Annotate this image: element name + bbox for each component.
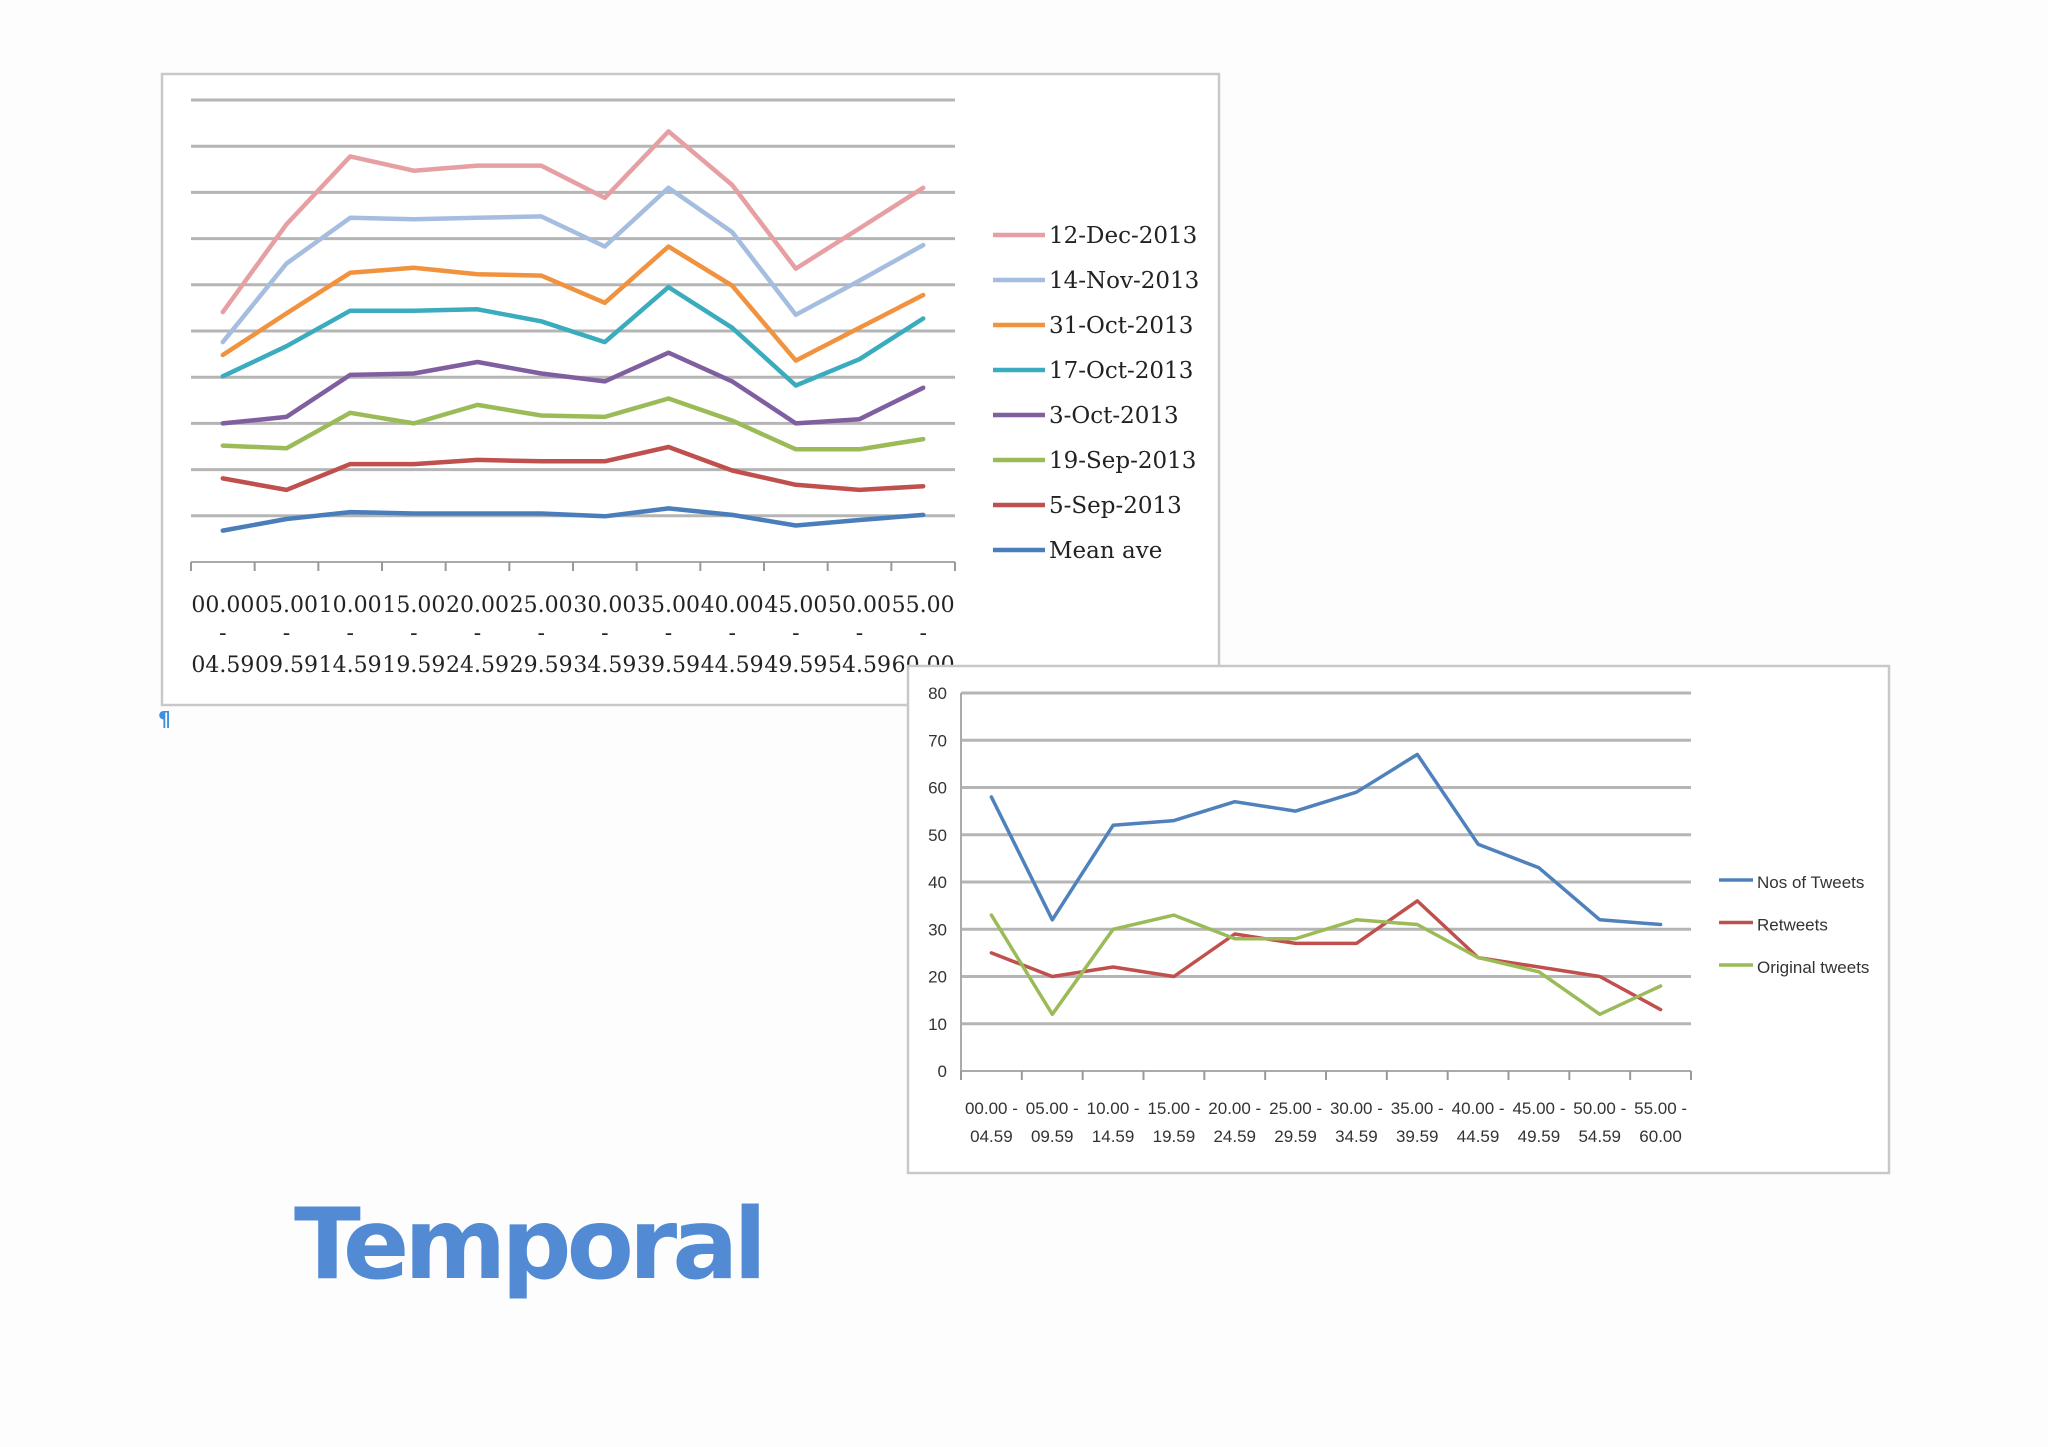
x-tick-label: 30.00: [573, 593, 636, 618]
x-tick-label: 19.59: [382, 653, 445, 678]
x-tick-label: 19.59: [1153, 1127, 1196, 1146]
series-line-3-oct-2013: [220, 350, 926, 426]
x-tick-label: -: [537, 621, 544, 646]
x-tick-label: 44.59: [1457, 1127, 1500, 1146]
x-tick-label: 29.59: [510, 653, 573, 678]
y-tick-label: 60: [928, 779, 947, 798]
x-tick-label: 14.59: [1092, 1127, 1135, 1146]
x-tick-label: -: [665, 621, 672, 646]
legend-label: 19-Sep-2013: [1049, 448, 1196, 474]
legend-label: 12-Dec-2013: [1049, 223, 1197, 249]
x-tick-label: 09.59: [255, 653, 318, 678]
y-tick-label: 70: [928, 731, 947, 750]
y-tick-label: 30: [928, 920, 947, 939]
x-tick-label: 15.00 -: [1147, 1099, 1200, 1118]
x-tick-label: 55.00 -: [1634, 1099, 1687, 1118]
x-tick-label: 45.00 -: [1512, 1099, 1565, 1118]
legend-label: 14-Nov-2013: [1049, 268, 1199, 294]
x-tick-label: 10.00 -: [1087, 1099, 1140, 1118]
y-tick-label: 80: [928, 684, 947, 703]
y-tick-label: 0: [938, 1062, 947, 1081]
x-tick-label: 60.00: [1639, 1127, 1682, 1146]
x-tick-label: 54.59: [828, 653, 891, 678]
y-tick-label: 50: [928, 826, 947, 845]
series-line-original-tweets: [989, 913, 1663, 1017]
x-tick-label: 05.00: [255, 593, 318, 618]
x-tick-label: 54.59: [1578, 1127, 1621, 1146]
x-tick-label: 00.00 -: [965, 1099, 1018, 1118]
series-line-14-nov-2013: [220, 185, 926, 345]
x-tick-label: 04.59: [191, 653, 254, 678]
x-tick-label: 20.00 -: [1208, 1099, 1261, 1118]
x-tick-label: 34.59: [573, 653, 636, 678]
series-line-31-oct-2013: [220, 244, 926, 363]
x-tick-label: -: [474, 621, 481, 646]
x-tick-label: 35.00: [637, 593, 700, 618]
x-tick-label: 35.00 -: [1391, 1099, 1444, 1118]
x-tick-label: 55.00: [892, 593, 955, 618]
x-tick-label: -: [346, 621, 353, 646]
x-tick-label: 50.00: [828, 593, 891, 618]
legend-label: 31-Oct-2013: [1049, 313, 1193, 339]
x-tick-label: 40.00: [701, 593, 764, 618]
legend-label: Nos of Tweets: [1757, 873, 1864, 892]
series-line-mean-ave: [220, 506, 926, 533]
x-tick-label: -: [919, 621, 926, 646]
x-tick-label: -: [410, 621, 417, 646]
chart-daily-series: 00.00 - 04.59 05.00 - 09.59 10.00 - 14.59 15.00 - 1…: [160, 72, 1221, 707]
x-tick-label: 40.00 -: [1452, 1099, 1505, 1118]
series-line-17-oct-2013: [220, 284, 926, 388]
x-tick-label: 14.59: [319, 653, 382, 678]
x-tick-label: -: [728, 621, 735, 646]
x-tick-label: 49.59: [764, 653, 827, 678]
legend-label: Retweets: [1757, 916, 1828, 935]
x-tick-label: 39.59: [1396, 1127, 1439, 1146]
x-tick-label: 29.59: [1274, 1127, 1317, 1146]
x-tick-label: 24.59: [1213, 1127, 1256, 1146]
x-tick-label: 25.00 -: [1269, 1099, 1322, 1118]
x-tick-label: 00.00: [191, 593, 254, 618]
legend-label: 17-Oct-2013: [1049, 358, 1193, 384]
y-tick-label: 20: [928, 968, 947, 987]
legend-label: 5-Sep-2013: [1049, 493, 1182, 519]
x-tick-label: 45.00: [764, 593, 827, 618]
x-tick-label: 05.00 -: [1026, 1099, 1079, 1118]
paragraph-mark-icon: ¶: [158, 707, 171, 731]
chart-frame: [906, 664, 1891, 1175]
x-tick-label: 44.59: [701, 653, 764, 678]
legend-label: Original tweets: [1757, 958, 1869, 977]
x-tick-label: 50.00 -: [1573, 1099, 1626, 1118]
x-tick-label: 25.00: [510, 593, 573, 618]
x-tick-label: -: [601, 621, 608, 646]
y-tick-label: 10: [928, 1015, 947, 1034]
x-tick-label: 49.59: [1518, 1127, 1561, 1146]
series-line-12-dec-2013: [220, 129, 926, 315]
x-tick-label: 09.59: [1031, 1127, 1074, 1146]
x-tick-label: 04.59: [970, 1127, 1013, 1146]
legend-label: 3-Oct-2013: [1049, 403, 1179, 429]
x-tick-label: -: [219, 621, 226, 646]
x-tick-label: -: [283, 621, 290, 646]
x-tick-label: 10.00: [319, 593, 382, 618]
legend-label: Mean ave: [1049, 538, 1162, 564]
series-line-19-sep-2013: [220, 396, 926, 452]
x-tick-label: 34.59: [1335, 1127, 1378, 1146]
x-tick-label: 15.00: [382, 593, 445, 618]
series-line-nos-of-tweets: [989, 752, 1663, 927]
x-tick-label: 20.00: [446, 593, 509, 618]
x-tick-label: 24.59: [446, 653, 509, 678]
chart-frame: [160, 72, 1221, 707]
y-tick-label: 40: [928, 873, 947, 892]
x-tick-label: -: [792, 621, 799, 646]
slide-title: Temporal: [294, 1188, 767, 1302]
series-line-retweets: [989, 899, 1663, 1012]
x-tick-label: 30.00 -: [1330, 1099, 1383, 1118]
series-line-5-sep-2013: [220, 444, 926, 493]
x-tick-label: 39.59: [637, 653, 700, 678]
x-tick-label: -: [856, 621, 863, 646]
chart-tweet-types: 0 10 20 30 40 50 60 70 80 00.00 - 04.59 05.00 - 09.5…: [906, 664, 1891, 1175]
